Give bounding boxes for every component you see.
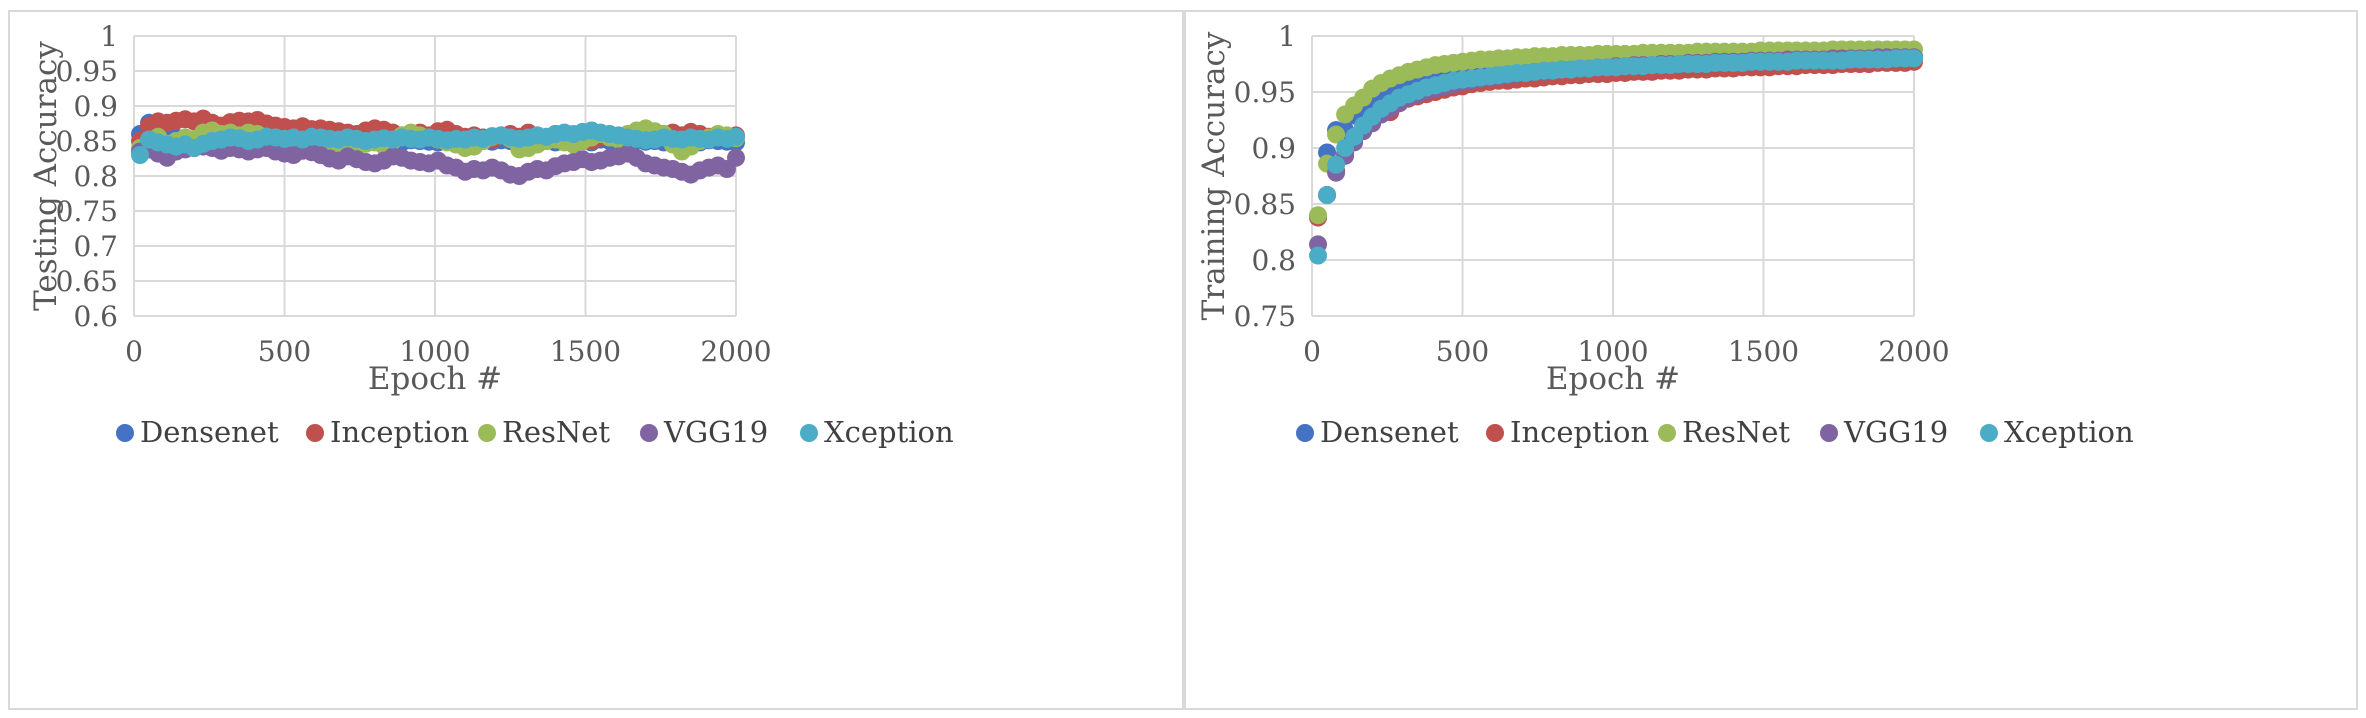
y-tick-label: 0.65	[56, 265, 118, 298]
data-point-xception	[1327, 155, 1346, 174]
x-tick-label: 1000	[1577, 335, 1648, 368]
y-tick-label: 0.9	[1251, 132, 1296, 165]
legend-item-vgg19: VGG19	[640, 415, 768, 449]
y-tick-label: 0.95	[1234, 76, 1296, 109]
x-axis-title: Epoch #	[1546, 361, 1680, 397]
y-tick-label: 0.85	[1234, 188, 1296, 221]
legend-label-xception: Xception	[824, 415, 954, 449]
series-xception	[1309, 49, 1923, 265]
legend-label-xception: Xception	[2004, 415, 2134, 449]
legend-label-densenet: Densenet	[140, 415, 279, 449]
x-tick-label: 1500	[550, 335, 621, 368]
x-tick-label: 2000	[700, 335, 771, 368]
data-point-xception	[1905, 49, 1923, 68]
data-point-vgg19	[727, 148, 745, 167]
legend-marker-inception	[306, 424, 324, 442]
data-point-xception	[1318, 186, 1337, 205]
legend-item-densenet: Densenet	[116, 415, 279, 449]
y-tick-label: 0.85	[56, 125, 118, 158]
x-tick-label: 500	[1436, 335, 1489, 368]
legend-label-inception: Inception	[1510, 415, 1649, 449]
data-point-xception	[1309, 246, 1328, 265]
y-tick-label: 0.7	[73, 230, 118, 263]
legend-item-inception: Inception	[1486, 415, 1649, 449]
x-axis-title: Epoch #	[368, 361, 502, 397]
y-tick-label: 0.6	[73, 300, 118, 333]
series-xception	[131, 121, 745, 164]
legend-marker-resnet	[1658, 424, 1676, 442]
legend-marker-densenet	[116, 424, 134, 442]
x-tick-label: 1500	[1728, 335, 1799, 368]
legend-label-densenet: Densenet	[1320, 415, 1459, 449]
gridlines	[133, 35, 737, 317]
legend-marker-resnet	[478, 424, 496, 442]
x-tick-label: 500	[258, 335, 311, 368]
data-point-resnet	[1327, 125, 1346, 144]
legend-item-vgg19: VGG19	[1820, 415, 1948, 449]
x-tick-label: 2000	[1878, 335, 1949, 368]
legend-marker-vgg19	[640, 424, 658, 442]
testing-accuracy-chart: 0.60.650.70.750.80.850.90.951 0 500 1000 150…	[28, 20, 954, 449]
legend-label-resnet: ResNet	[1682, 415, 1790, 449]
legend-marker-xception	[800, 424, 818, 442]
legend-item-densenet: Densenet	[1296, 415, 1459, 449]
legend-item-inception: Inception	[306, 415, 469, 449]
y-tick-label: 0.8	[1251, 244, 1296, 277]
legend: Densenet Inception ResNet VGG19 Xception	[1296, 415, 2134, 449]
legend-item-xception: Xception	[800, 415, 954, 449]
y-axis-title: Testing Accuracy	[28, 41, 64, 311]
data-point-xception	[131, 146, 150, 164]
legend-label-resnet: ResNet	[502, 415, 610, 449]
testing-accuracy-chart-panel: 0.6 0.65 0.7 0.75 0.8 0.85 0.9 0.95 1 0 500 1000 150…	[8, 10, 1184, 710]
y-axis-title: Training Accuracy	[1196, 31, 1232, 320]
legend: Densenet Inception ResNet VGG19 Xception	[116, 415, 954, 449]
y-tick-label: 0.75	[56, 195, 118, 228]
legend-item-xception: Xception	[1980, 415, 2134, 449]
y-tick-label: 1	[1278, 20, 1296, 53]
training-accuracy-chart-panel: 0.75 0.8 0.85 0.9 0.95 1 0 500 1000 1500 2000 Epoch…	[1184, 10, 2358, 710]
legend-marker-inception	[1486, 424, 1504, 442]
x-tick-label: 0	[1303, 335, 1321, 368]
y-tick-label: 1	[100, 20, 118, 53]
y-tick-label: 0.8	[73, 160, 118, 193]
x-tick-label: 0	[125, 335, 143, 368]
y-tick-label: 0.95	[56, 55, 118, 88]
legend-label-inception: Inception	[330, 415, 469, 449]
x-tick-label: 1000	[399, 335, 470, 368]
legend-marker-densenet	[1296, 424, 1314, 442]
legend-label-vgg19: VGG19	[663, 415, 768, 449]
training-accuracy-chart: 0.75 0.8 0.85 0.9 0.95 1 0 500 1000 1500 2000 Epoch…	[1196, 20, 2134, 449]
y-tick-label: 0.9	[73, 90, 118, 123]
y-tick-label: 0.75	[1234, 300, 1296, 333]
legend-item-resnet: ResNet	[1658, 415, 1790, 449]
legend-marker-vgg19	[1820, 424, 1838, 442]
legend-item-resnet: ResNet	[478, 415, 610, 449]
legend-label-vgg19: VGG19	[1843, 415, 1948, 449]
data-point-resnet	[1309, 206, 1328, 225]
data-point-xception	[727, 127, 745, 146]
legend-marker-xception	[1980, 424, 1998, 442]
